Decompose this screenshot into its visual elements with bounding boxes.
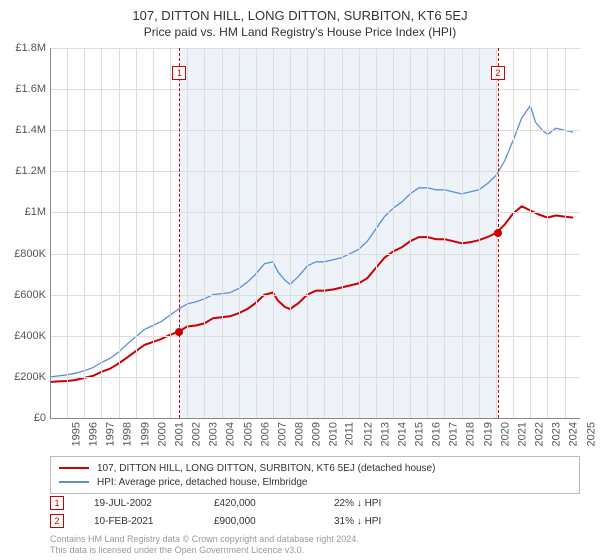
y-axis-label: £800K bbox=[14, 248, 46, 260]
sales-table: 1 19-JUL-2002 £420,000 22% ↓ HPI 2 10-FE… bbox=[50, 494, 454, 530]
x-axis-label: 2022 bbox=[534, 422, 546, 446]
x-axis-label: 1999 bbox=[139, 422, 151, 446]
x-axis-label: 1996 bbox=[88, 422, 100, 446]
x-axis-label: 1995 bbox=[70, 422, 82, 446]
x-axis-label: 2013 bbox=[379, 422, 391, 446]
chart-subtitle: Price paid vs. HM Land Registry's House … bbox=[0, 23, 600, 45]
y-axis-label: £0 bbox=[34, 412, 46, 424]
x-axis-label: 2023 bbox=[551, 422, 563, 446]
sale-date: 10-FEB-2021 bbox=[94, 516, 214, 527]
x-axis-label: 2002 bbox=[191, 422, 203, 446]
x-axis-label: 1997 bbox=[105, 422, 117, 446]
y-axis-label: £1.2M bbox=[15, 165, 46, 177]
marker-box: 1 bbox=[172, 66, 186, 80]
x-axis-label: 2012 bbox=[362, 422, 374, 446]
y-axis-label: £200K bbox=[14, 371, 46, 383]
sale-delta: 31% ↓ HPI bbox=[334, 516, 454, 527]
legend: 107, DITTON HILL, LONG DITTON, SURBITON,… bbox=[50, 456, 580, 494]
marker-dot bbox=[175, 328, 183, 336]
x-axis-label: 2001 bbox=[173, 422, 185, 446]
marker-dot bbox=[494, 229, 502, 237]
x-axis-label: 2018 bbox=[465, 422, 477, 446]
x-axis-label: 2017 bbox=[448, 422, 460, 446]
x-axis-label: 2005 bbox=[242, 422, 254, 446]
sale-price: £420,000 bbox=[214, 498, 334, 509]
footnote-line: This data is licensed under the Open Gov… bbox=[50, 545, 359, 556]
x-axis-label: 2019 bbox=[482, 422, 494, 446]
y-axis-label: £1.8M bbox=[15, 42, 46, 54]
x-axis-label: 2015 bbox=[414, 422, 426, 446]
sales-row: 2 10-FEB-2021 £900,000 31% ↓ HPI bbox=[50, 512, 454, 530]
chart-container: 107, DITTON HILL, LONG DITTON, SURBITON,… bbox=[0, 0, 600, 560]
x-axis-label: 2000 bbox=[156, 422, 168, 446]
y-axis-label: £1.6M bbox=[15, 83, 46, 95]
x-axis-label: 2003 bbox=[208, 422, 220, 446]
x-axis-label: 2006 bbox=[259, 422, 271, 446]
x-axis-label: 2020 bbox=[499, 422, 511, 446]
legend-item: 107, DITTON HILL, LONG DITTON, SURBITON,… bbox=[59, 461, 571, 475]
y-axis-label: £400K bbox=[14, 330, 46, 342]
x-axis-label: 2011 bbox=[344, 422, 356, 446]
legend-swatch bbox=[59, 481, 89, 483]
x-axis-label: 2008 bbox=[293, 422, 305, 446]
x-axis-label: 2004 bbox=[225, 422, 237, 446]
sale-price: £900,000 bbox=[214, 516, 334, 527]
sale-delta: 22% ↓ HPI bbox=[334, 498, 454, 509]
y-axis-label: £1.4M bbox=[15, 124, 46, 136]
x-axis-label: 2009 bbox=[311, 422, 323, 446]
x-axis-label: 2010 bbox=[328, 422, 340, 446]
legend-item: HPI: Average price, detached house, Elmb… bbox=[59, 475, 571, 489]
chart-title: 107, DITTON HILL, LONG DITTON, SURBITON,… bbox=[0, 0, 600, 23]
footnote-line: Contains HM Land Registry data © Crown c… bbox=[50, 534, 359, 545]
plot-area: £0£200K£400K£600K£800K£1M£1.2M£1.4M£1.6M… bbox=[50, 48, 580, 418]
y-axis-label: £600K bbox=[14, 289, 46, 301]
sale-marker-icon: 2 bbox=[50, 514, 64, 528]
x-axis-label: 2024 bbox=[568, 422, 580, 446]
x-axis-label: 1998 bbox=[122, 422, 134, 446]
legend-label: 107, DITTON HILL, LONG DITTON, SURBITON,… bbox=[97, 463, 435, 474]
sale-marker-icon: 1 bbox=[50, 496, 64, 510]
legend-swatch bbox=[59, 467, 89, 469]
legend-label: HPI: Average price, detached house, Elmb… bbox=[97, 477, 308, 488]
sale-date: 19-JUL-2002 bbox=[94, 498, 214, 509]
x-axis-label: 2016 bbox=[431, 422, 443, 446]
x-axis-label: 2014 bbox=[396, 422, 408, 446]
x-axis-label: 2025 bbox=[585, 422, 597, 446]
y-axis-label: £1M bbox=[25, 206, 46, 218]
footnote: Contains HM Land Registry data © Crown c… bbox=[50, 534, 359, 556]
x-axis-label: 2007 bbox=[276, 422, 288, 446]
marker-box: 2 bbox=[491, 66, 505, 80]
x-axis-label: 2021 bbox=[516, 422, 528, 446]
sales-row: 1 19-JUL-2002 £420,000 22% ↓ HPI bbox=[50, 494, 454, 512]
